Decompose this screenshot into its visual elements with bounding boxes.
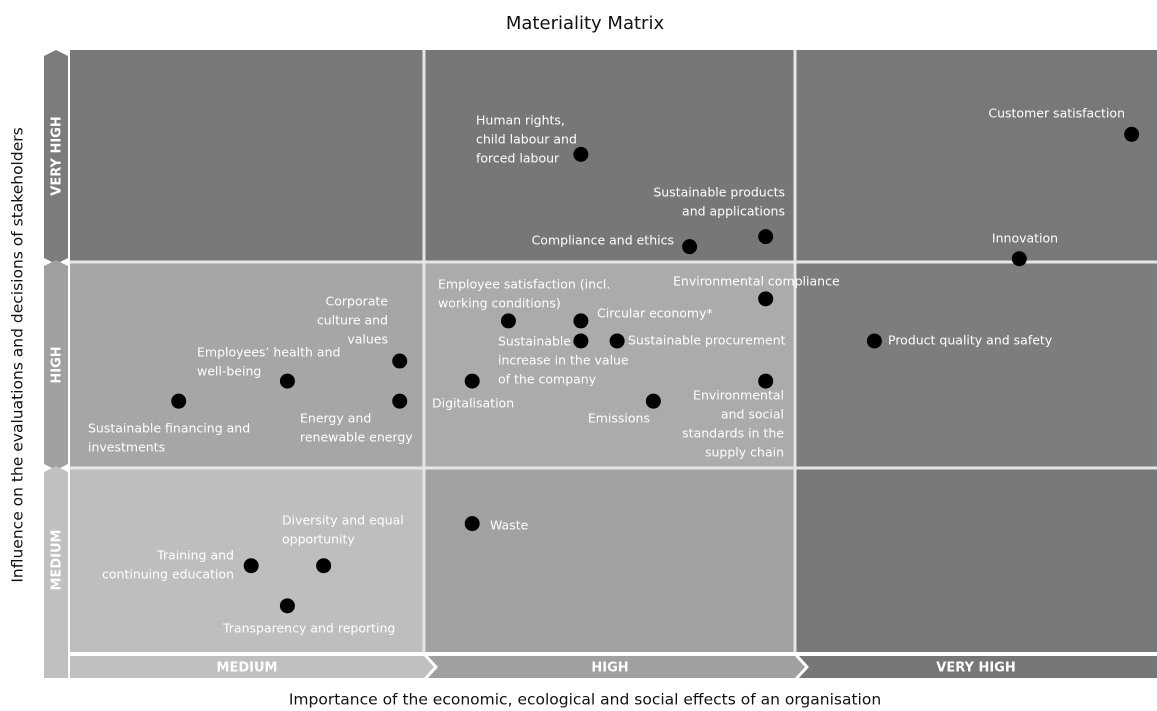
x-band-segment: [70, 656, 434, 678]
point-label: culture and: [317, 313, 388, 328]
point-label: renewable energy: [300, 430, 413, 445]
y-category-label: HIGH: [50, 346, 65, 383]
point-label: Sustainable products: [653, 185, 785, 200]
zone: [424, 262, 795, 468]
x-band: [70, 656, 1157, 678]
x-category-label: VERY HIGH: [936, 661, 1015, 676]
zone: [795, 262, 1157, 468]
point-label: Human rights,: [476, 113, 565, 128]
point-label: Training and: [156, 548, 234, 563]
data-point: [171, 393, 187, 409]
point-label: Employees’ health and: [197, 345, 340, 360]
x-category-label: HIGH: [591, 661, 628, 676]
data-point: [573, 313, 589, 329]
point-label: Sustainable financing and: [88, 421, 250, 436]
point-label: Diversity and equal: [282, 513, 404, 528]
data-point: [573, 333, 589, 349]
data-point: [573, 146, 589, 162]
x-band-segment: [428, 656, 805, 678]
point-label: Waste: [490, 518, 529, 533]
y-axis-label: Influence on the evaluations and decisio…: [9, 127, 27, 582]
data-point: [645, 393, 661, 409]
data-point: [1011, 251, 1027, 267]
data-point: [279, 373, 295, 389]
point-label: Energy and: [300, 411, 371, 426]
point-label: standards in the: [682, 426, 784, 441]
data-point: [464, 373, 480, 389]
data-point: [682, 239, 698, 255]
zone: [70, 262, 424, 468]
point-label: opportunity: [282, 532, 355, 547]
point-label: child labour and: [476, 132, 577, 147]
zones: [70, 50, 1157, 652]
data-point: [464, 516, 480, 532]
x-band-segment: [799, 656, 1157, 678]
y-category-label: VERY HIGH: [50, 116, 65, 195]
chart-title: Materiality Matrix: [506, 13, 665, 34]
point-label: Digitalisation: [432, 396, 514, 411]
zone: [795, 50, 1157, 262]
point-label: forced labour: [476, 151, 560, 166]
x-axis-label: Importance of the economic, ecological a…: [289, 691, 881, 709]
x-category-label: MEDIUM: [217, 661, 278, 676]
y-band-segment: [44, 466, 68, 678]
point-label: Circular economy*: [597, 306, 713, 321]
point-label: Emissions: [588, 411, 650, 426]
point-label: Environmental compliance: [673, 274, 840, 289]
point-label: of the company: [498, 372, 597, 387]
point-label: Sustainable: [498, 334, 571, 349]
point-label: well-being: [197, 364, 261, 379]
y-band: [44, 50, 68, 678]
data-point: [758, 373, 774, 389]
zone: [424, 50, 795, 262]
point-label: and social: [721, 407, 784, 422]
data-point: [243, 558, 259, 574]
data-point: [866, 333, 882, 349]
point-label: working conditions): [438, 296, 561, 311]
point-label: Employee satisfaction (incl.: [438, 277, 610, 292]
data-point: [392, 393, 408, 409]
zone: [70, 50, 424, 262]
data-point: [1124, 126, 1140, 142]
zone: [424, 468, 795, 652]
point-label: Environmental: [693, 388, 784, 403]
point-label: Corporate: [326, 294, 389, 309]
point-label: increase in the value: [498, 353, 629, 368]
point-label: Product quality and safety: [888, 333, 1053, 348]
data-point: [316, 558, 332, 574]
y-band-segment: [44, 260, 68, 470]
point-label: Transparency and reporting: [222, 621, 395, 636]
point-label: values: [347, 332, 388, 347]
y-band-segment: [44, 50, 68, 264]
point-label: supply chain: [705, 445, 784, 460]
point-label: continuing education: [102, 567, 234, 582]
point-label: Innovation: [992, 231, 1058, 246]
data-point: [500, 313, 516, 329]
data-point: [609, 333, 625, 349]
zone: [795, 468, 1157, 652]
point-label: Customer satisfaction: [988, 106, 1125, 121]
data-point: [392, 353, 408, 369]
data-point: [279, 598, 295, 614]
data-point: [758, 291, 774, 307]
point-label: Compliance and ethics: [532, 233, 674, 248]
point-label: Sustainable procurement: [628, 333, 786, 348]
y-category-label: MEDIUM: [50, 530, 65, 591]
point-label: investments: [88, 440, 165, 455]
point-label: and applications: [682, 204, 785, 219]
data-point: [758, 229, 774, 245]
